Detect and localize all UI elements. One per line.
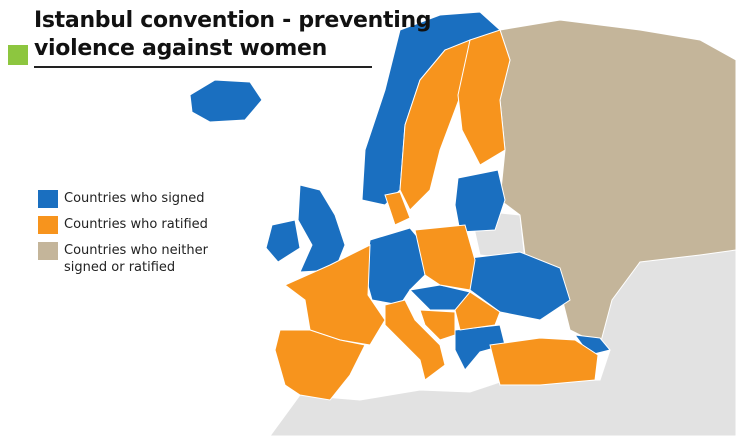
country — [414, 224, 476, 291]
country — [469, 251, 571, 321]
legend: Countries who signed Countries who ratifi… — [38, 190, 238, 284]
country — [265, 219, 301, 263]
country — [384, 299, 446, 381]
legend-item: Countries who signed — [38, 190, 238, 208]
country — [489, 337, 599, 386]
country — [457, 29, 511, 166]
legend-label: Countries who ratified — [64, 217, 208, 232]
legend-swatch — [38, 216, 58, 234]
country — [454, 169, 506, 233]
legend-label: Countries who neither signed or ratified — [64, 243, 208, 275]
country — [384, 191, 411, 226]
country — [454, 324, 506, 371]
title: violence against women — [34, 36, 327, 61]
country — [399, 39, 471, 211]
legend-item: Countries who ratified — [38, 216, 238, 234]
country — [297, 184, 346, 273]
country — [419, 309, 456, 341]
title: Istanbul convention - preventing — [34, 8, 432, 33]
country — [189, 79, 263, 123]
map-land — [189, 11, 736, 436]
title-accent — [8, 45, 28, 65]
country — [454, 291, 501, 331]
country — [274, 329, 366, 401]
legend-swatch — [38, 190, 58, 208]
legend-label: Countries who signed — [64, 191, 205, 206]
legend-item: Countries who neither signed or ratified — [38, 242, 238, 276]
legend-swatch — [38, 242, 58, 260]
